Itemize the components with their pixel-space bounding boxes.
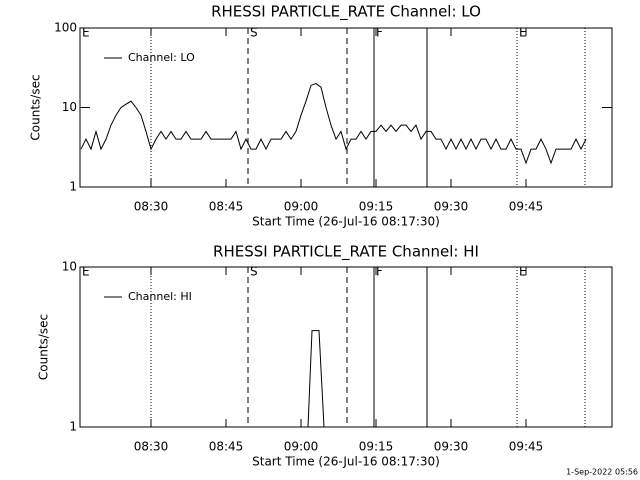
x-axis-label: Start Time (26-Jul-16 08:17:30) (252, 455, 440, 469)
y-tick-label: 1 (69, 420, 77, 434)
x-tick-label: 09:45 (509, 200, 544, 214)
y-axis-label: Counts/sec (37, 314, 51, 380)
event-label: F (376, 26, 383, 40)
plot-frame (79, 266, 613, 428)
legend-label: Channel: LO (128, 51, 195, 64)
x-tick-label: 08:45 (209, 440, 244, 454)
y-tick-label: 1 (69, 180, 77, 194)
legend-label: Channel: HI (128, 290, 192, 303)
y-tick-label: 100 (54, 21, 77, 35)
y-tick-label: 10 (62, 260, 77, 274)
x-tick-label: 08:30 (134, 440, 169, 454)
x-tick-label: 09:00 (284, 200, 319, 214)
x-tick-label: 09:30 (434, 200, 469, 214)
x-tick-label: 09:30 (434, 440, 469, 454)
x-tick-label: 08:45 (209, 200, 244, 214)
event-label: S (250, 265, 258, 279)
event-label: E (519, 265, 527, 279)
event-label: E (82, 26, 90, 40)
chart-title: RHESSI PARTICLE_RATE Channel: HI (213, 243, 479, 262)
event-label: E (82, 265, 90, 279)
y-tick-label: 10 (62, 100, 77, 114)
chart-title: RHESSI PARTICLE_RATE Channel: LO (211, 3, 481, 22)
footer: 1-Sep-2022 05:56 (566, 468, 638, 477)
event-label: S (250, 26, 258, 40)
x-tick-label: 09:00 (284, 440, 319, 454)
x-tick-label: 09:15 (359, 200, 394, 214)
data-line (80, 83, 587, 165)
y-axis-label: Counts/sec (29, 74, 43, 140)
x-tick-label: 08:30 (134, 200, 169, 214)
x-tick-label: 09:45 (509, 440, 544, 454)
data-line (307, 330, 325, 428)
event-label: E (519, 26, 527, 40)
x-axis-label: Start Time (26-Jul-16 08:17:30) (252, 215, 440, 229)
event-label: F (376, 265, 383, 279)
x-tick-label: 09:15 (359, 440, 394, 454)
